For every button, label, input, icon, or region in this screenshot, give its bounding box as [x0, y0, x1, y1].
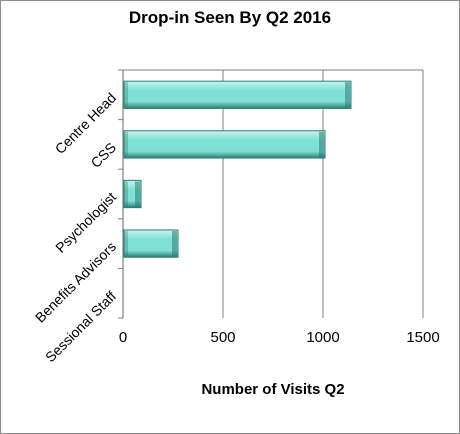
- y-axis: [118, 69, 124, 319]
- bar-centre-head: [123, 80, 352, 109]
- x-axis-title: Number of Visits Q2: [201, 381, 345, 398]
- bars: [123, 80, 352, 258]
- x-tick-label: 500: [210, 329, 235, 346]
- x-tick-label: 0: [119, 329, 127, 346]
- bar-benefits-advisors: [123, 229, 179, 258]
- x-tick-label: 1500: [406, 329, 439, 346]
- category-label: Benefits Advisors: [32, 238, 119, 325]
- chart-title: Drop-in Seen By Q2 2016: [128, 8, 332, 27]
- bar-psychologist: [123, 179, 142, 209]
- category-label: CSS: [87, 139, 119, 171]
- bar-css: [123, 130, 326, 159]
- x-tick-label: 1000: [306, 329, 339, 346]
- x-tick-labels: 0 500 1000 1500: [119, 329, 440, 346]
